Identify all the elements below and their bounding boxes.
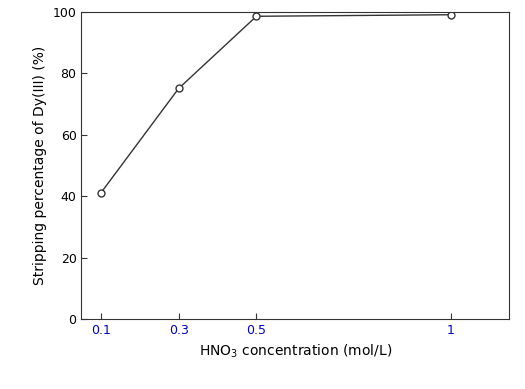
X-axis label: HNO$_3$ concentration (mol/L): HNO$_3$ concentration (mol/L) <box>198 342 392 360</box>
Y-axis label: Stripping percentage of Dy(III) (%): Stripping percentage of Dy(III) (%) <box>33 46 47 285</box>
